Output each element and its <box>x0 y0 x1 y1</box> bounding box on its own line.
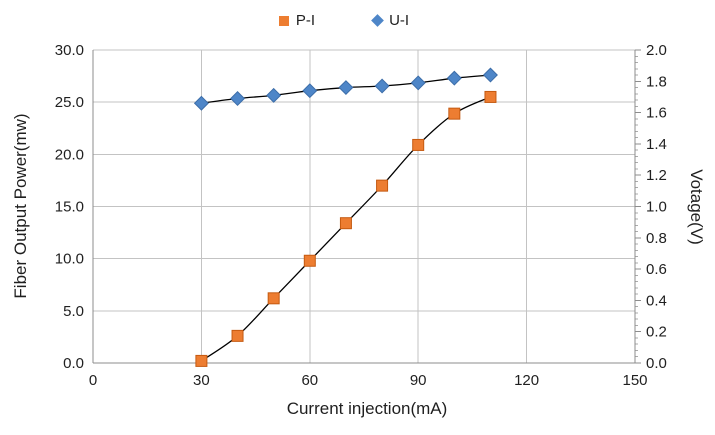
ui-data-point-marker <box>338 80 354 96</box>
right-axis-tick-label: 1.2 <box>646 167 667 184</box>
ui-data-point-marker <box>230 91 246 107</box>
x-axis-tick-label: 120 <box>514 372 539 389</box>
right-axis-tick-label: 1.4 <box>646 136 667 153</box>
left-axis-tick-label: 20.0 <box>55 146 84 163</box>
pi-data-point-marker <box>484 90 497 103</box>
legend-label-ui: U-I <box>389 12 410 29</box>
x-axis-tick-label: 150 <box>622 372 647 389</box>
pi-data-point-marker <box>412 138 425 151</box>
pi-data-point-marker <box>231 329 244 342</box>
ui-data-point-marker <box>266 87 282 103</box>
pi-data-point-marker <box>448 107 461 120</box>
left-axis-tick-label: 10.0 <box>55 251 84 268</box>
ui-data-point-marker <box>446 70 462 86</box>
right-axis-tick-label: 1.6 <box>646 105 667 122</box>
x-axis-tick-label: 0 <box>89 372 97 389</box>
ui-data-point-marker <box>374 78 390 94</box>
legend-item-ui[interactable]: U-I <box>371 12 410 29</box>
right-axis-tick-label: 0.4 <box>646 292 667 309</box>
right-axis-tick-label: 0.6 <box>646 261 667 278</box>
left-axis-tick-label: 25.0 <box>55 94 84 111</box>
ui-data-point-marker <box>193 95 209 111</box>
legend-label-pi: P-I <box>295 12 316 29</box>
left-axis-tick-label: 30.0 <box>55 42 84 59</box>
pi-data-point-marker <box>376 179 389 192</box>
pi-data-point-marker <box>339 217 352 230</box>
right-axis-tick-label: 0.2 <box>646 324 667 341</box>
pi-data-point-marker <box>195 354 208 367</box>
x-axis-tick-label: 30 <box>193 372 210 389</box>
legend: P-I U-I <box>0 13 688 28</box>
legend-item-pi[interactable]: P-I <box>278 12 316 29</box>
right-axis-tick-label: 1.8 <box>646 73 667 90</box>
ui-data-point-marker <box>302 83 318 99</box>
pi-data-point-marker <box>303 254 316 267</box>
right-axis-tick-label: 0.0 <box>646 355 667 372</box>
pi-square-marker-icon <box>278 15 289 26</box>
right-axis-tick-label: 0.8 <box>646 230 667 247</box>
left-axis-tick-label: 15.0 <box>55 199 84 216</box>
left-axis-tick-label: 0.0 <box>63 355 84 372</box>
pi-data-point-marker <box>267 292 280 305</box>
right-axis-tick-label: 1.0 <box>646 199 667 216</box>
ui-data-point-marker <box>482 67 498 83</box>
x-axis-tick-label: 90 <box>410 372 427 389</box>
left-axis-tick-label: 5.0 <box>63 303 84 320</box>
x-axis-title: Current injection(mA) <box>286 399 448 418</box>
right-axis-tick-label: 2.0 <box>646 42 667 59</box>
x-axis-tick-label: 60 <box>301 372 318 389</box>
ui-data-point-marker <box>410 75 426 91</box>
